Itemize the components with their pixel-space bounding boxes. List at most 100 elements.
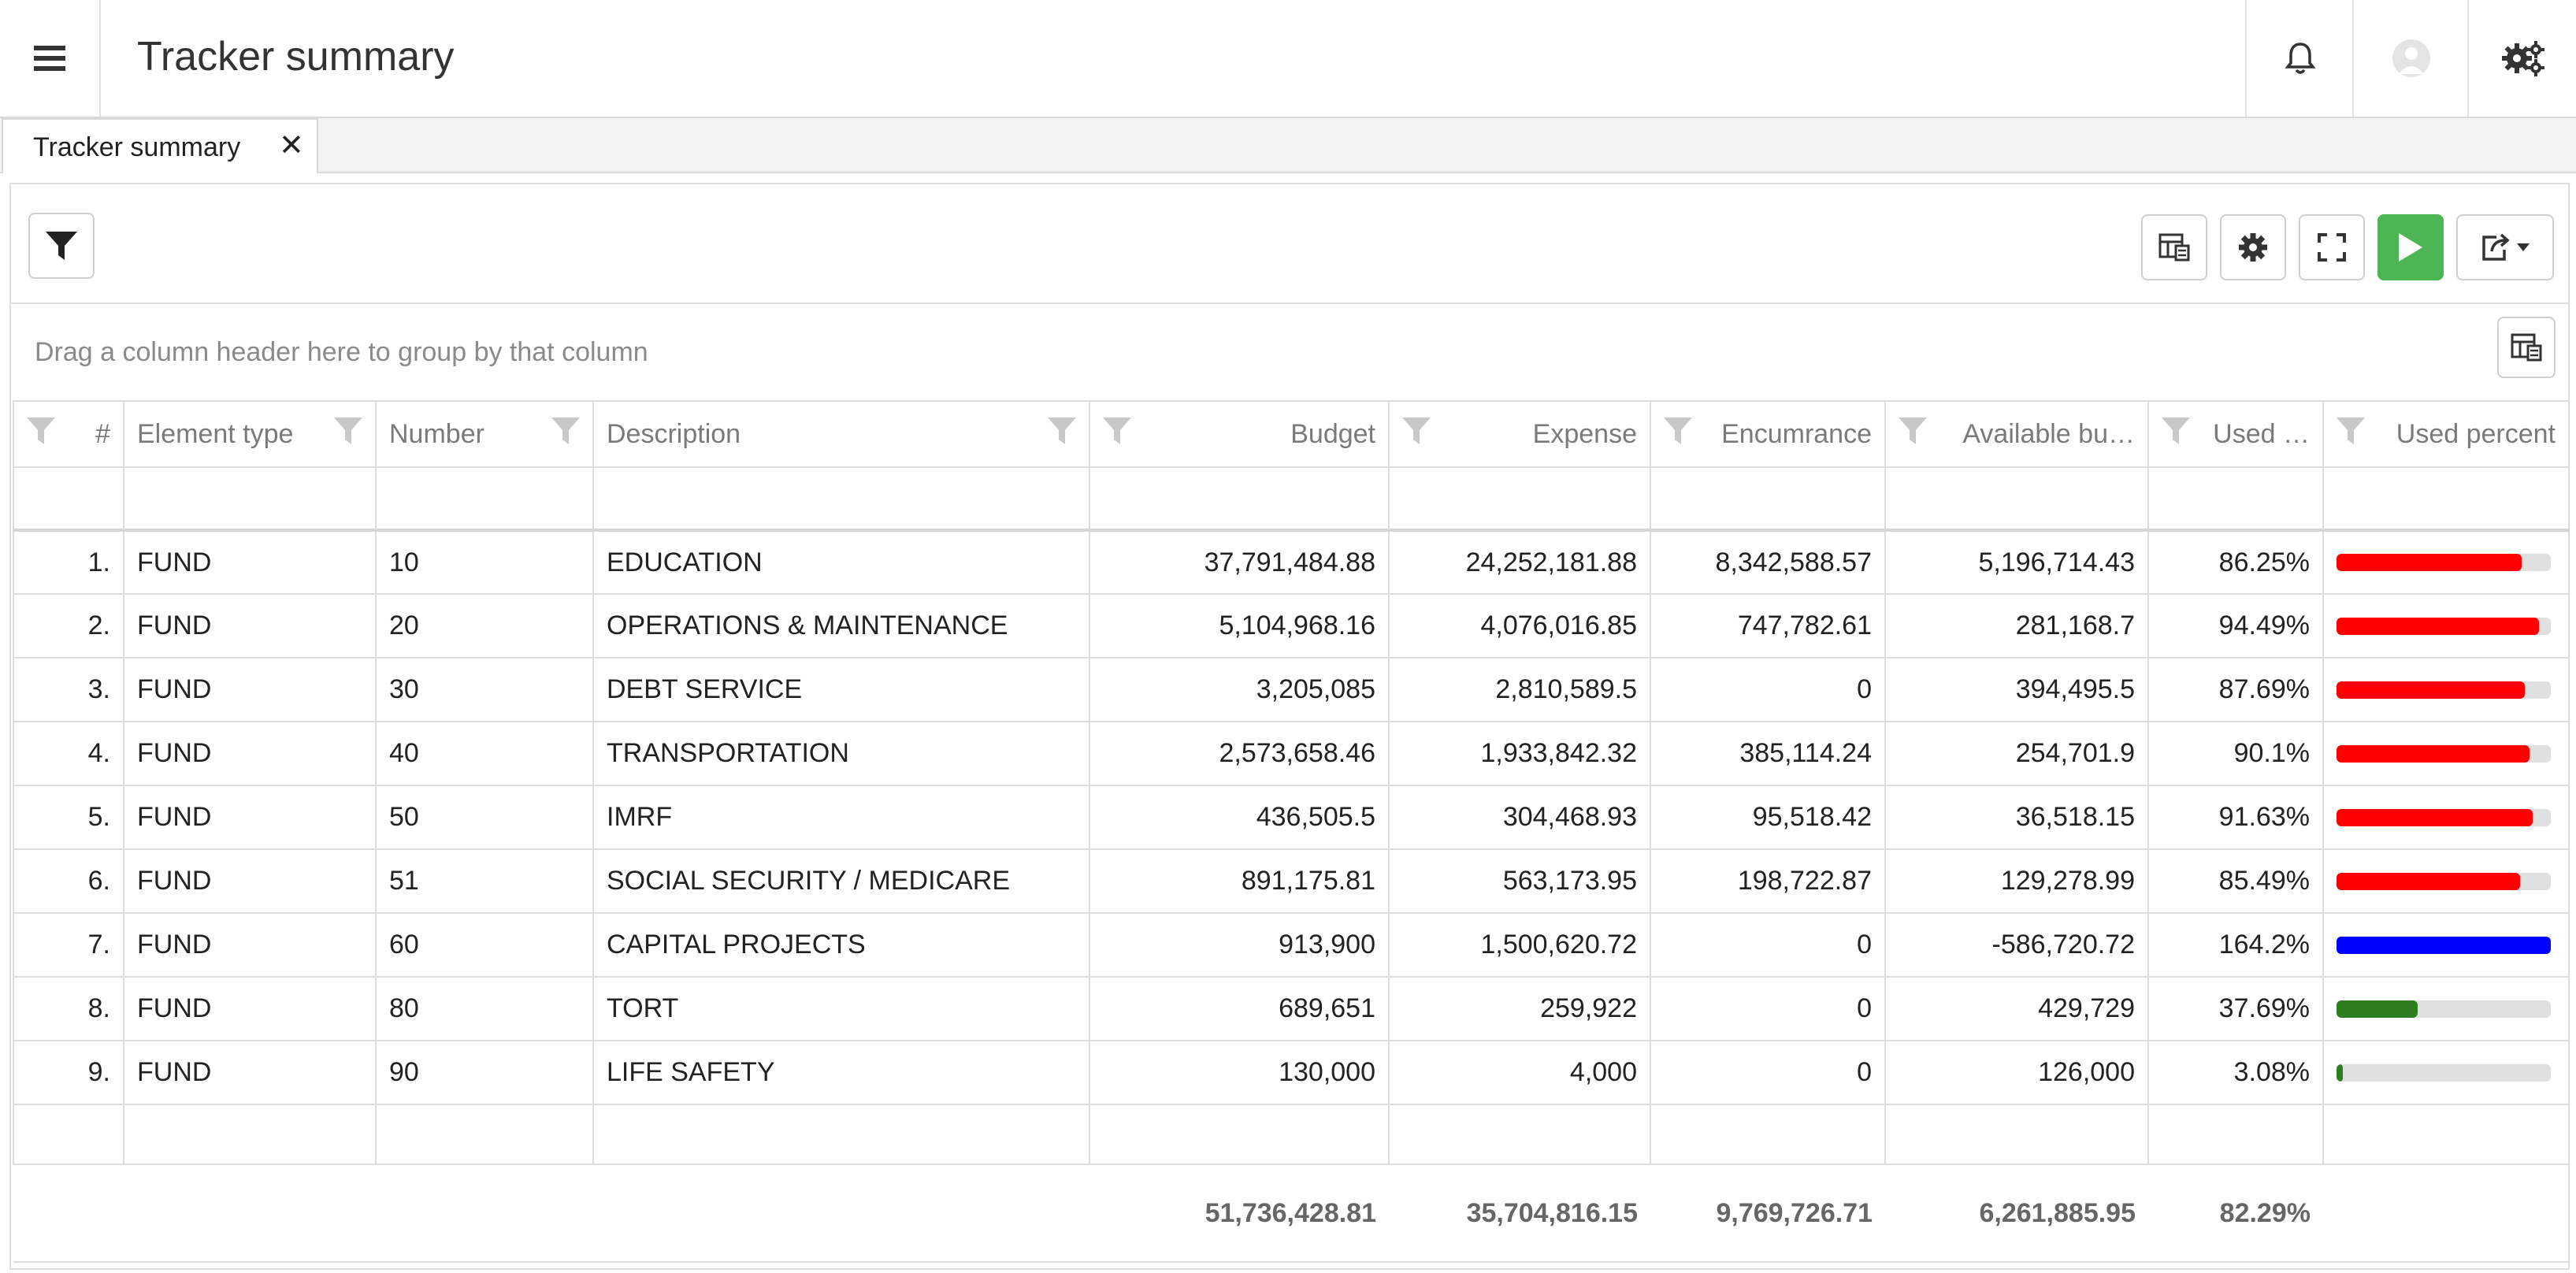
table-row[interactable]: 1. FUND 10 EDUCATION 37,791,484.88 24,252,181… — [13, 529, 2570, 595]
cell-used-percent — [2322, 529, 2570, 595]
cell-number: 30 — [375, 657, 594, 722]
cell-expense: 1,500,620.72 — [1388, 912, 1651, 978]
totals-spacer — [2323, 1164, 2569, 1263]
filter-button[interactable] — [28, 213, 95, 279]
cell-element-type: FUND — [123, 785, 377, 850]
play-icon — [2399, 233, 2422, 262]
cell-description: IMRF — [592, 785, 1090, 850]
column-header-encumrance[interactable]: Encumrance — [1650, 400, 1886, 468]
filter-icon[interactable] — [1897, 414, 1928, 447]
cell-used: 37.69% — [2147, 976, 2324, 1041]
total-expense: 35,704,816.15 — [1389, 1164, 1650, 1263]
run-button[interactable] — [2377, 214, 2444, 280]
tab-close-button[interactable]: ✕ — [279, 129, 304, 162]
table-row[interactable]: 6. FUND 51 SOCIAL SECURITY / MEDICARE 891,17… — [13, 848, 2570, 914]
cell-budget: 37,791,484.88 — [1089, 529, 1390, 595]
table-row[interactable]: 7. FUND 60 CAPITAL PROJECTS 913,900 1,500,620… — [13, 912, 2570, 978]
column-header-description[interactable]: Description — [592, 400, 1090, 468]
cell-available-budget: 281,168.7 — [1884, 593, 2149, 659]
cell-index: 4. — [13, 721, 124, 786]
cell-used: 90.1% — [2147, 721, 2324, 786]
cell-element-type: FUND — [123, 912, 377, 978]
table-row[interactable]: 2. FUND 20 OPERATIONS & MAINTENANCE 5,104,96… — [13, 593, 2570, 659]
export-button[interactable] — [2456, 214, 2554, 280]
filter-icon[interactable] — [1662, 414, 1694, 447]
filter-cell[interactable] — [592, 466, 1090, 532]
table-row[interactable]: 9. FUND 90 LIFE SAFETY 130,000 4,000 0 126,000 3… — [13, 1040, 2570, 1105]
table-row[interactable]: 3. FUND 30 DEBT SERVICE 3,205,085 2,810,589.5… — [13, 657, 2570, 722]
user-avatar-button[interactable] — [2352, 0, 2469, 117]
filter-row — [13, 466, 2570, 532]
cell-available-budget: 36,518.15 — [1884, 785, 2149, 850]
progress-bar-track — [2337, 617, 2551, 635]
filter-cell[interactable] — [2322, 466, 2570, 532]
column-header-index[interactable]: # — [13, 400, 124, 468]
cell-expense: 304,468.93 — [1388, 785, 1651, 850]
cell-used: 3.08% — [2147, 1040, 2324, 1105]
filter-cell[interactable] — [1388, 466, 1651, 532]
filter-cell[interactable] — [123, 466, 377, 532]
filter-cell[interactable] — [375, 466, 594, 532]
cell-used-percent — [2322, 593, 2570, 659]
cell-budget: 5,104,968.16 — [1089, 593, 1390, 659]
cell-budget: 913,900 — [1089, 912, 1390, 978]
column-chooser-button[interactable] — [2141, 214, 2207, 280]
cell-used: 164.2% — [2147, 912, 2324, 978]
cell-encumrance: 8,342,588.57 — [1650, 529, 1886, 595]
gear-icon — [2239, 233, 2267, 262]
progress-bar-track — [2337, 1000, 2551, 1018]
tab-tracker-summary[interactable]: Tracker summary ✕ — [2, 118, 318, 173]
cell-number: 51 — [375, 848, 594, 914]
filter-icon[interactable] — [1046, 414, 1078, 447]
column-header-element-type[interactable]: Element type — [123, 400, 377, 468]
cell-element-type: FUND — [123, 657, 377, 722]
menu-button[interactable] — [0, 0, 101, 117]
settings-button[interactable] — [2467, 0, 2576, 117]
table-row[interactable]: 8. FUND 80 TORT 689,651 259,922 0 429,729 37.69% — [13, 976, 2570, 1041]
filter-cell[interactable] — [1650, 466, 1886, 532]
filter-icon[interactable] — [550, 414, 581, 447]
filter-icon[interactable] — [25, 414, 57, 447]
totals-spacer — [13, 1164, 1089, 1263]
column-header-used[interactable]: Used … — [2147, 400, 2324, 468]
column-chooser-secondary-button[interactable] — [2497, 317, 2556, 378]
filter-cell[interactable] — [2147, 466, 2324, 532]
column-header-budget[interactable]: Budget — [1089, 400, 1390, 468]
notifications-button[interactable] — [2245, 0, 2354, 117]
cell-index: 5. — [13, 785, 124, 850]
progress-bar-track — [2337, 744, 2551, 763]
filter-icon[interactable] — [1401, 414, 1432, 447]
filter-icon[interactable] — [332, 414, 364, 447]
report-panel: Drag a column header here to group by th… — [9, 183, 2570, 1270]
cell-available-budget: 394,495.5 — [1884, 657, 2149, 722]
column-header-used-percent[interactable]: Used percent — [2322, 400, 2570, 468]
user-avatar-icon — [2392, 39, 2430, 77]
cell-index: 9. — [13, 1040, 124, 1105]
column-header-label: # — [95, 418, 110, 449]
filter-icon[interactable] — [1101, 414, 1133, 447]
filter-icon[interactable] — [2160, 414, 2192, 447]
cell-used: 94.49% — [2147, 593, 2324, 659]
cell-used-percent — [2322, 848, 2570, 914]
total-used: 82.29% — [2148, 1164, 2323, 1263]
filter-cell[interactable] — [1089, 466, 1390, 532]
cell-budget: 891,175.81 — [1089, 848, 1390, 914]
filter-icon[interactable] — [2335, 414, 2366, 447]
table-row[interactable]: 4. FUND 40 TRANSPORTATION 2,573,658.46 1,933,… — [13, 721, 2570, 786]
fullscreen-button[interactable] — [2299, 214, 2365, 280]
grid-settings-button[interactable] — [2220, 214, 2286, 280]
cell-budget: 689,651 — [1089, 976, 1390, 1041]
progress-bar-fill — [2337, 1063, 2344, 1082]
total-encumrance: 9,769,726.71 — [1650, 1164, 1885, 1263]
group-by-panel[interactable]: Drag a column header here to group by th… — [11, 302, 2568, 402]
cell-used: 86.25% — [2147, 529, 2324, 595]
column-header-label: Encumrance — [1721, 418, 1872, 449]
cell-description: SOCIAL SECURITY / MEDICARE — [592, 848, 1090, 914]
table-row[interactable]: 5. FUND 50 IMRF 436,505.5 304,468.93 95,518.42… — [13, 785, 2570, 850]
column-header-available-budget[interactable]: Available bu… — [1884, 400, 2149, 468]
column-header-expense[interactable]: Expense — [1388, 400, 1651, 468]
cell-element-type: FUND — [123, 848, 377, 914]
filter-cell[interactable] — [1884, 466, 2149, 532]
filter-cell[interactable] — [13, 466, 124, 532]
column-header-number[interactable]: Number — [375, 400, 594, 468]
